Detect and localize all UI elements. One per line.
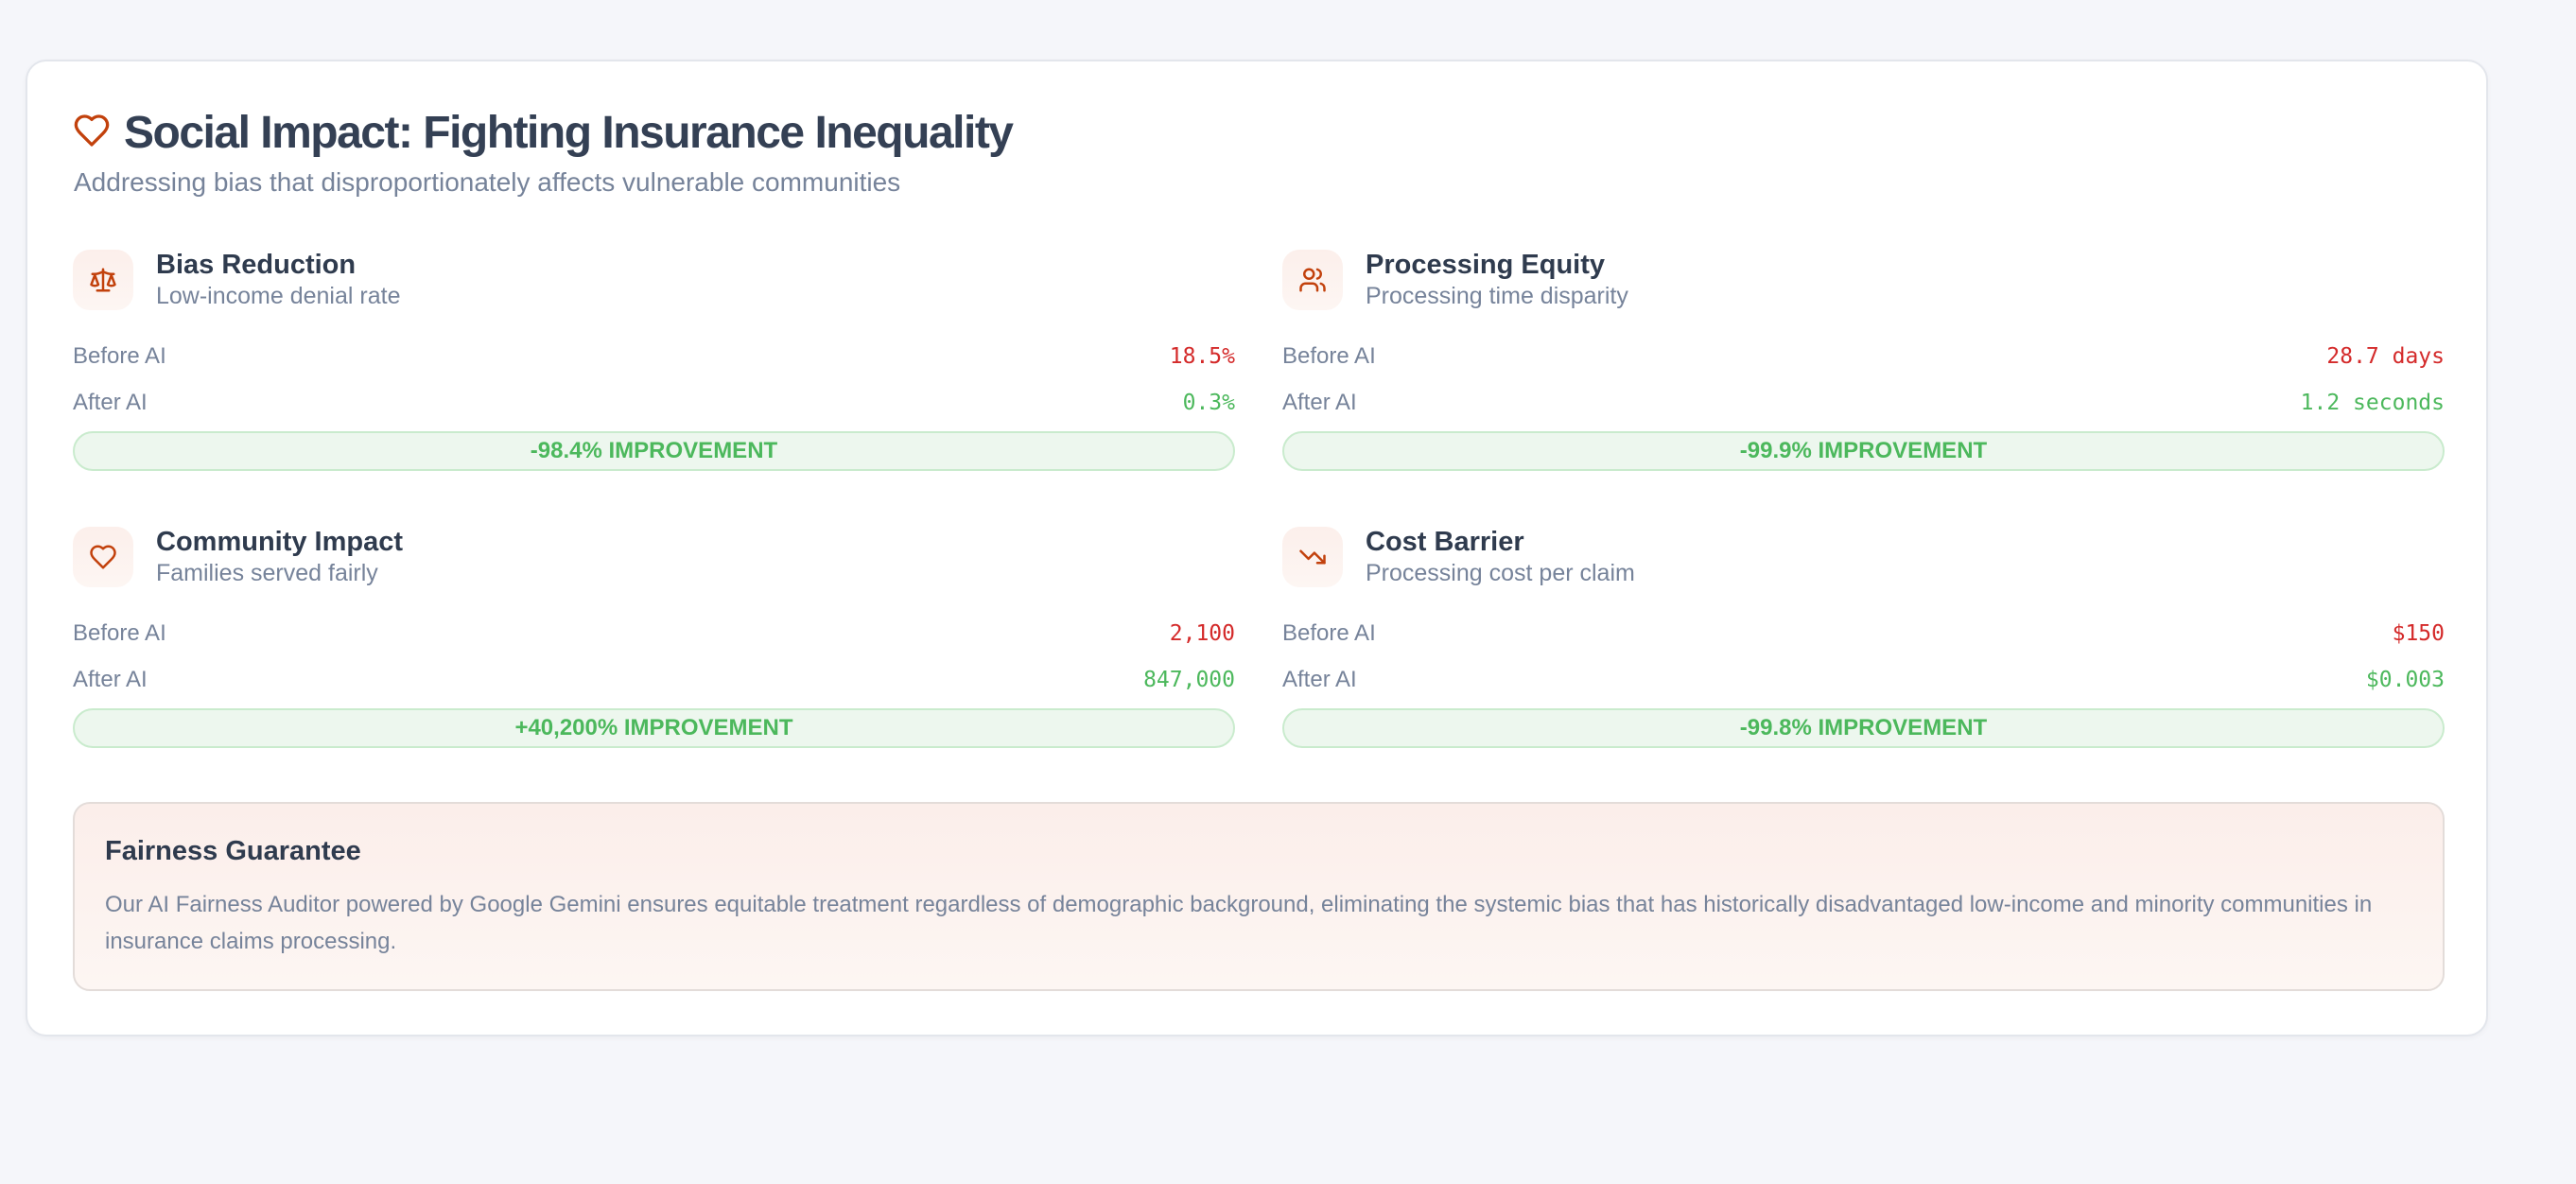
before-label: Before AI (73, 619, 166, 646)
before-value: 2,100 (1169, 620, 1235, 646)
after-value: 847,000 (1143, 667, 1235, 692)
after-label: After AI (1282, 666, 1357, 692)
before-label: Before AI (73, 342, 166, 369)
improvement-badge: +40,200% IMPROVEMENT (73, 708, 1235, 748)
metric-subtitle: Low-income denial rate (156, 283, 401, 309)
metric-cost-barrier: Cost Barrier Processing cost per claim B… (1282, 527, 2445, 748)
improvement-badge: -98.4% IMPROVEMENT (73, 431, 1235, 471)
before-label: Before AI (1282, 619, 1376, 646)
metric-title: Community Impact (156, 527, 404, 557)
metric-title: Processing Equity (1366, 250, 1606, 280)
improvement-badge: -99.8% IMPROVEMENT (1282, 708, 2445, 748)
metric-title: Bias Reduction (156, 250, 357, 280)
metric-subtitle: Processing time disparity (1366, 283, 1628, 309)
heart-icon (73, 527, 133, 587)
trending-down-icon (1282, 527, 1343, 587)
page-title: Social Impact: Fighting Insurance Inequa… (124, 108, 1014, 158)
scale-icon (73, 250, 133, 310)
metric-subtitle: Processing cost per claim (1366, 560, 1635, 586)
page-subtitle: Addressing bias that disproportionately … (74, 167, 901, 197)
before-value: 18.5% (1169, 343, 1235, 369)
before-value: $150 (2392, 620, 2445, 646)
users-icon (1282, 250, 1343, 310)
fairness-text: Our AI Fairness Auditor powered by Googl… (105, 892, 2373, 954)
metric-processing-equity: Processing Equity Processing time dispar… (1282, 250, 2445, 471)
social-impact-card: Social Impact: Fighting Insurance Inequa… (26, 60, 2488, 1036)
metric-title: Cost Barrier (1366, 527, 1524, 557)
improvement-badge: -99.9% IMPROVEMENT (1282, 431, 2445, 471)
before-label: Before AI (1282, 342, 1376, 369)
after-value: 0.3% (1182, 390, 1235, 415)
metric-bias-reduction: Bias Reduction Low-income denial rate Be… (73, 250, 1235, 471)
fairness-title: Fairness Guarantee (105, 836, 361, 866)
after-value: 1.2 seconds (2300, 390, 2445, 415)
heart-icon (73, 112, 111, 154)
after-label: After AI (73, 389, 148, 415)
after-label: After AI (73, 666, 148, 692)
before-value: 28.7 days (2326, 343, 2445, 369)
fairness-guarantee-box: Fairness Guarantee Our AI Fairness Audit… (73, 802, 2445, 991)
metric-community-impact: Community Impact Families served fairly … (73, 527, 1235, 748)
after-label: After AI (1282, 389, 1357, 415)
after-value: $0.003 (2365, 667, 2445, 692)
card-header: Social Impact: Fighting Insurance Inequa… (73, 107, 1014, 159)
metric-subtitle: Families served fairly (156, 560, 378, 586)
